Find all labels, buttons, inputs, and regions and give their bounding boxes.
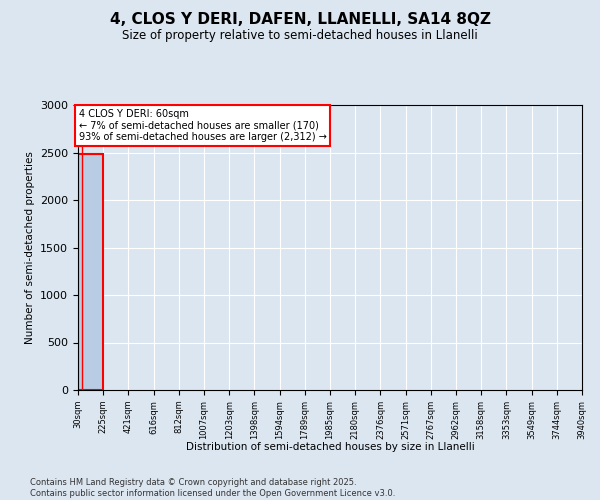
Text: Size of property relative to semi-detached houses in Llanelli: Size of property relative to semi-detach…	[122, 29, 478, 42]
Text: 4 CLOS Y DERI: 60sqm
← 7% of semi-detached houses are smaller (170)
93% of semi-: 4 CLOS Y DERI: 60sqm ← 7% of semi-detach…	[79, 110, 326, 142]
Bar	[78, 154, 103, 390]
X-axis label: Distribution of semi-detached houses by size in Llanelli: Distribution of semi-detached houses by …	[185, 442, 475, 452]
Text: 4, CLOS Y DERI, DAFEN, LLANELLI, SA14 8QZ: 4, CLOS Y DERI, DAFEN, LLANELLI, SA14 8Q…	[110, 12, 491, 28]
Y-axis label: Number of semi-detached properties: Number of semi-detached properties	[25, 151, 35, 344]
Text: Contains HM Land Registry data © Crown copyright and database right 2025.
Contai: Contains HM Land Registry data © Crown c…	[30, 478, 395, 498]
